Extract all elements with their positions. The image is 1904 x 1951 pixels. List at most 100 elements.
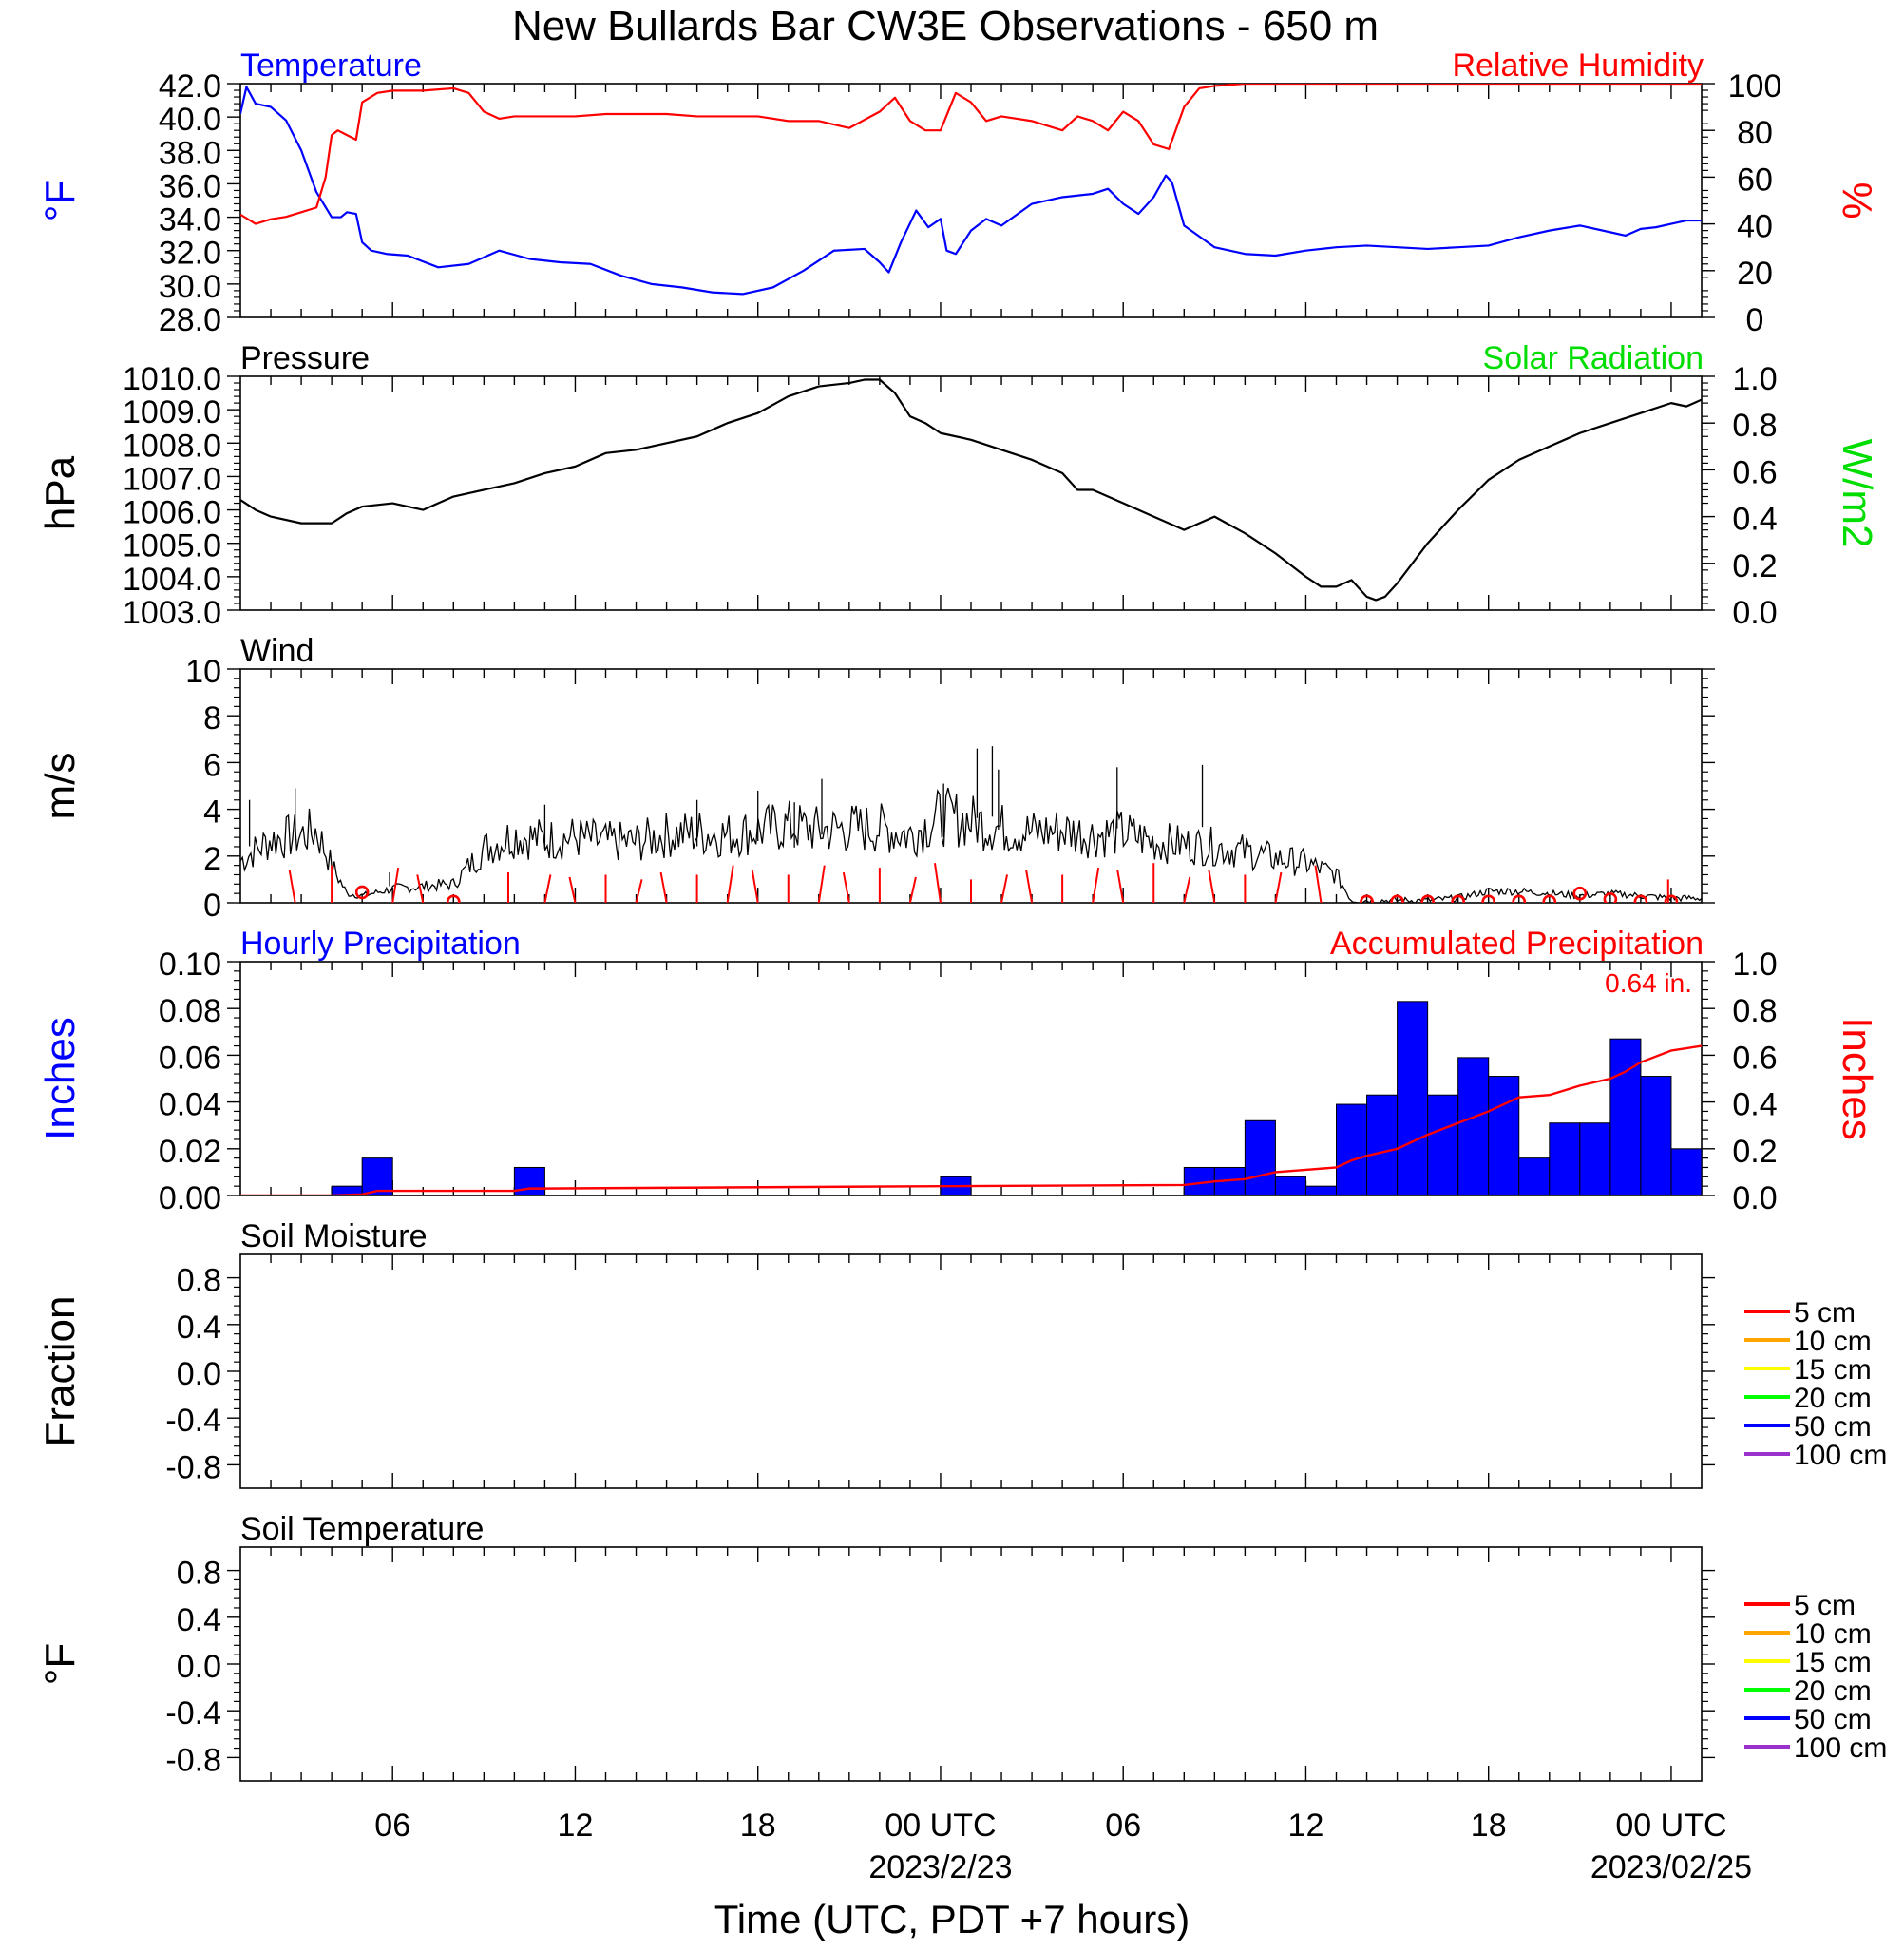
precip-bar	[1457, 1057, 1490, 1195]
y-right-tick-label: 0.0	[1732, 595, 1777, 631]
wind-barb	[543, 874, 552, 903]
y-tick-label: 1004.0	[123, 562, 221, 598]
calm-wind-marker	[1451, 894, 1465, 903]
y-tick-label: 1008.0	[123, 428, 221, 464]
y-tick-label: 0.08	[159, 993, 221, 1029]
y-tick-label: 32.0	[159, 236, 221, 272]
y-tick-label: 0.06	[159, 1040, 221, 1076]
right-unit-label: W/m2	[1834, 439, 1880, 548]
y-right-tick-label: 0.2	[1732, 548, 1777, 584]
y-tick-label: 0.02	[159, 1134, 221, 1170]
y-right-tick-label: 0.6	[1732, 454, 1777, 490]
calm-wind-marker	[1360, 894, 1374, 903]
panel-title: Temperature	[240, 48, 422, 84]
left-unit-label: °F	[37, 180, 84, 221]
precip-bar	[1670, 1148, 1702, 1195]
wind-barb	[635, 879, 643, 903]
wind-barb	[751, 870, 759, 903]
y-tick-label: 2	[203, 841, 221, 877]
wind-barb	[933, 863, 942, 903]
y-tick-label: 0.04	[159, 1087, 221, 1123]
x-tick-date-label: 2023/02/25	[1590, 1849, 1752, 1885]
humidity-line	[240, 84, 1702, 225]
right-unit-label: Inches	[1834, 1017, 1880, 1140]
precip-bar	[1304, 1185, 1338, 1195]
panel-right-title: Accumulated Precipitation	[1330, 926, 1704, 962]
plot-frame	[239, 83, 1703, 318]
y-right-tick-label: 60	[1737, 162, 1773, 198]
y-right-tick-label: 0.2	[1732, 1134, 1777, 1170]
y-right-tick-label: 0.8	[1732, 408, 1777, 444]
panel-title: Pressure	[240, 340, 370, 376]
legend-label: 5 cm	[1794, 1590, 1856, 1621]
legend-label: 50 cm	[1794, 1704, 1872, 1735]
wind-barb	[908, 876, 917, 903]
left-unit-label: Inches	[37, 1017, 84, 1140]
legend-label: 10 cm	[1794, 1618, 1872, 1650]
chart-panels: 28.030.032.034.036.038.040.042.002040608…	[37, 48, 1887, 1782]
y-tick-label: 30.0	[159, 269, 221, 305]
precip-bar	[1336, 1103, 1368, 1195]
legend-label: 10 cm	[1794, 1326, 1872, 1357]
y-right-tick-label: 0.0	[1732, 1180, 1777, 1216]
plot-frame	[239, 668, 1703, 904]
x-tick-label: 18	[740, 1808, 776, 1844]
plot-data	[240, 746, 1702, 903]
x-tick-date-label: 2023/2/23	[868, 1849, 1012, 1885]
left-unit-label: Fraction	[37, 1296, 84, 1447]
y-tick-label: 10	[185, 654, 221, 690]
panel-title: Wind	[240, 633, 314, 669]
panel-title: Soil Moisture	[240, 1218, 428, 1254]
x-axis-label: Time (UTC, PDT +7 hours)	[714, 1897, 1190, 1941]
precip-bar	[1366, 1094, 1399, 1195]
y-tick-label: 0.8	[177, 1556, 221, 1592]
precip-bar	[1397, 1001, 1429, 1195]
legend-label: 15 cm	[1794, 1354, 1872, 1386]
x-tick-label: 06	[374, 1808, 410, 1844]
x-tick-label: 00 UTC	[1615, 1808, 1726, 1844]
y-tick-label: 40.0	[159, 102, 221, 138]
y-tick-label: 38.0	[159, 135, 221, 171]
calm-wind-marker	[1572, 886, 1588, 901]
plot-frame	[239, 1546, 1703, 1782]
plot-data	[240, 378, 1702, 602]
pressure-line	[240, 378, 1702, 602]
calm-wind-marker	[1390, 894, 1404, 903]
panel-right-title: Solar Radiation	[1483, 340, 1704, 376]
wind-barb	[817, 865, 826, 903]
y-tick-label: 1009.0	[123, 394, 221, 430]
wind-barb	[1092, 867, 1100, 903]
y-tick-label: 0.4	[177, 1310, 221, 1346]
y-right-tick-label: 40	[1737, 209, 1773, 245]
legend-label: 100 cm	[1794, 1440, 1887, 1471]
y-tick-label: 1005.0	[123, 528, 221, 564]
precip-bar	[361, 1157, 393, 1195]
y-tick-label: 0.4	[177, 1602, 221, 1638]
plot-frame	[239, 375, 1703, 611]
calm-wind-marker	[446, 894, 461, 903]
y-tick-label: 42.0	[159, 68, 221, 105]
wind-barb	[416, 874, 425, 903]
calm-wind-marker	[1542, 894, 1557, 903]
left-unit-label: °F	[37, 1643, 84, 1685]
y-tick-label: 28.0	[159, 302, 221, 338]
y-right-tick-label: 0.4	[1732, 502, 1777, 538]
y-right-tick-label: 1.0	[1732, 947, 1777, 983]
calm-wind-marker	[1420, 894, 1435, 903]
calm-wind-marker	[1512, 894, 1527, 903]
y-tick-label: 0.00	[159, 1180, 221, 1216]
time-axis: 06 12 18 00 UTC 2023/2/23 06 12 18 00 UTC 2023/02…	[374, 1808, 1752, 1885]
y-tick-label: -0.4	[165, 1695, 221, 1731]
wind-barb	[568, 876, 577, 903]
y-tick-label: 0	[203, 888, 221, 924]
panel-wind: 0 2 4 6 8 10 Wind m/s	[37, 633, 1715, 924]
y-tick-label: 1010.0	[123, 361, 221, 397]
y-tick-label: 0.0	[177, 1356, 221, 1392]
y-right-tick-label: 0.4	[1732, 1087, 1777, 1123]
calm-wind-marker	[1633, 894, 1648, 903]
wind-barb	[659, 871, 668, 903]
panel-temperature: 28.030.032.034.036.038.040.042.0 0 20 40 60 8…	[37, 48, 1880, 338]
x-tick-label: 00 UTC	[885, 1808, 996, 1844]
panel-title: Hourly Precipitation	[240, 926, 521, 962]
